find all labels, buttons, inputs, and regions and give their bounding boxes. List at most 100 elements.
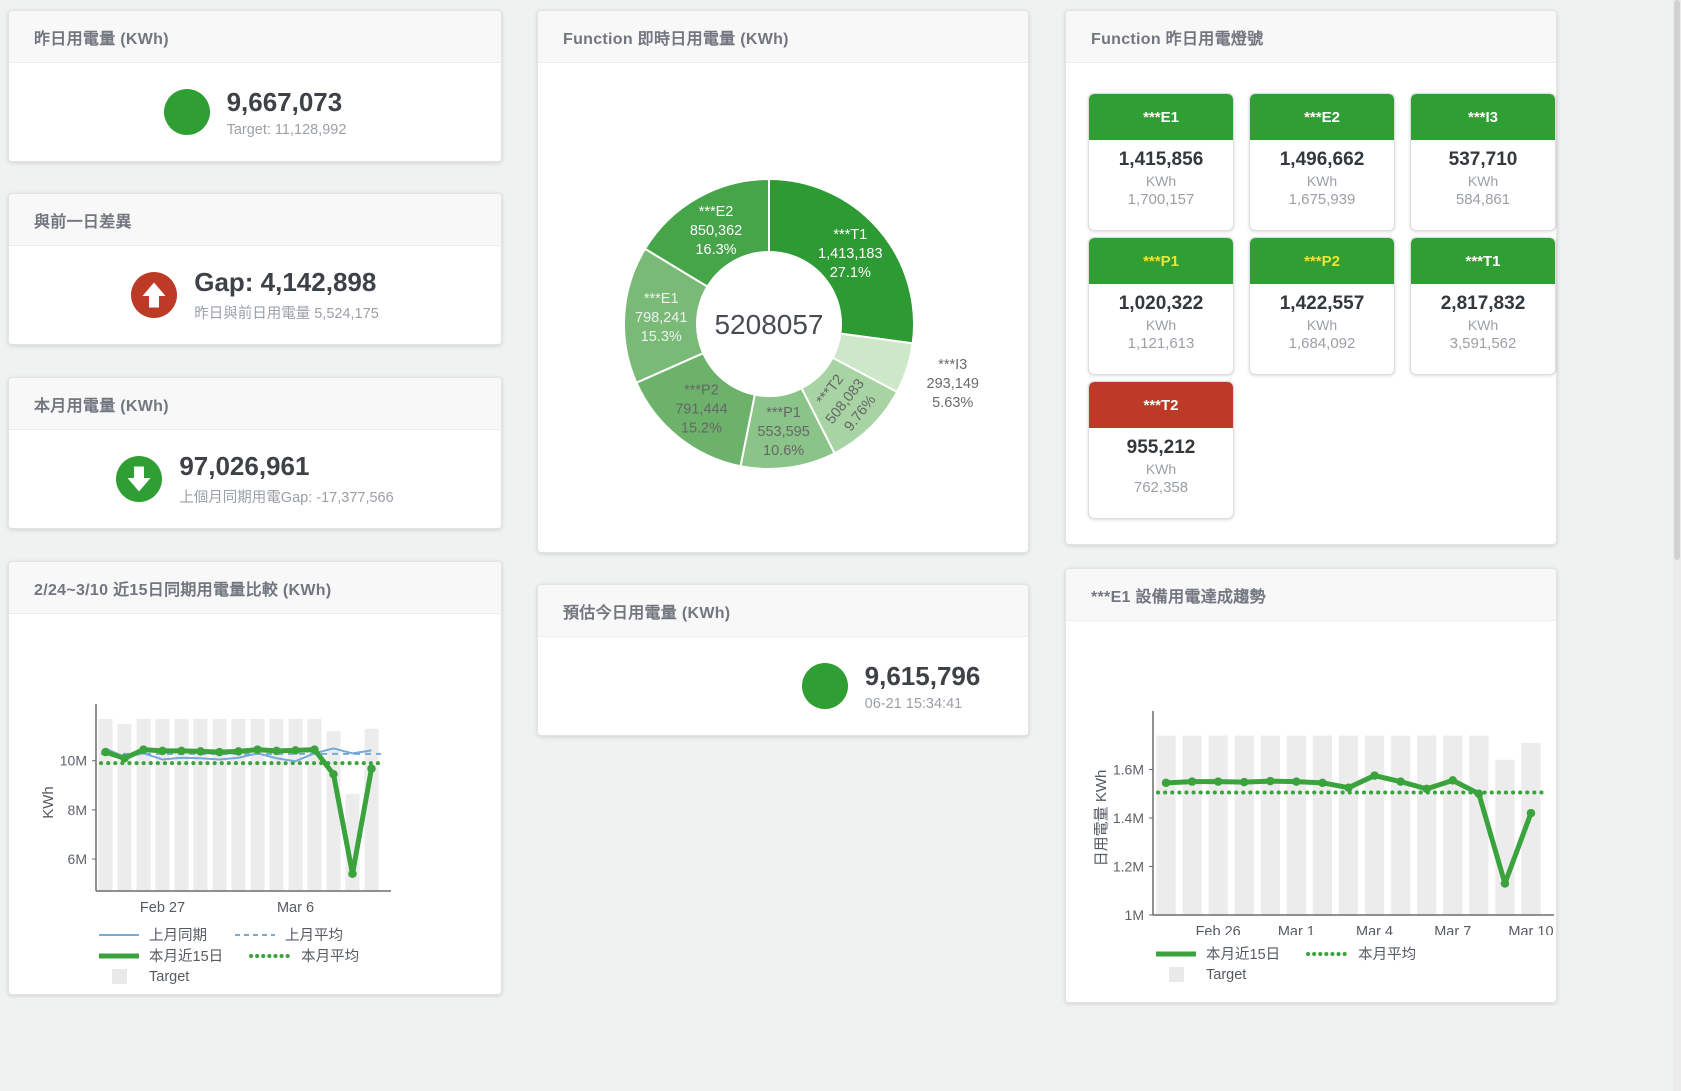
device-kwh-unit: KWh — [1467, 173, 1499, 189]
month-usage-text: 97,026,961 上個月同期用電Gap: -17,377,566 — [179, 451, 393, 507]
legend-item-Target[interactable]: Target — [1154, 967, 1246, 983]
yesterday-usage-body: 9,667,073 Target: 11,128,992 — [9, 63, 501, 161]
panel-month-usage: 本月用電量 (KWh) 97,026,961 上個月同期用電Gap: -17,3… — [8, 377, 502, 529]
target-bar — [231, 718, 246, 891]
series-point — [158, 746, 167, 756]
x-tick-label: Mar 1 — [1278, 924, 1315, 935]
prev-day-gap-sub: 昨日與前日用電量 5,524,175 — [194, 306, 379, 322]
legend-label: 本月平均 — [301, 949, 360, 965]
panel-title-today-estimate: 預估今日用電量 (KWh) — [538, 585, 1028, 637]
donut-slice-label: ***I3 293,149 5.63% — [927, 357, 979, 411]
device-target-value: 3,591,562 — [1449, 335, 1517, 352]
target-bar — [1182, 735, 1202, 915]
legend-item-本月近15日[interactable]: 本月近15日 — [1154, 943, 1280, 964]
device-kwh-value: 1,422,557 — [1279, 293, 1365, 314]
legend-row: Target — [97, 966, 501, 987]
legend-swatch-icon — [1154, 949, 1198, 959]
series-point — [1526, 808, 1536, 818]
donut-center-total: 5208057 — [714, 309, 823, 340]
series-point — [1187, 777, 1197, 786]
series-point — [196, 747, 205, 756]
panel-realtime-usage-donut: Function 即時日用電量 (KWh) ***T1 1,413,183 27.1… — [537, 10, 1029, 553]
device-tile-header: ***I3 — [1411, 94, 1555, 140]
donut-slice-label: ***T1 1,413,183 27.1% — [818, 227, 883, 281]
device-tile-header: ***T1 — [1411, 238, 1555, 284]
legend-label: 本月近15日 — [1206, 947, 1281, 963]
legend-item-本月近15日[interactable]: 本月近15日 — [97, 945, 223, 966]
y-axis-label: 日用電量 KWh — [1093, 770, 1110, 867]
prev-day-gap-body: Gap: 4,142,898 昨日與前日用電量 5,524,175 — [9, 246, 501, 344]
y-tick-label: 10M — [60, 753, 87, 769]
month-usage-body: 97,026,961 上個月同期用電Gap: -17,377,566 — [9, 430, 501, 528]
x-tick-label: Mar 4 — [1356, 924, 1393, 935]
target-bar — [117, 723, 132, 891]
legend-label: 本月近15日 — [149, 949, 224, 965]
device-kwh-value: 537,710 — [1448, 149, 1518, 170]
legend-item-上月同期[interactable]: 上月同期 — [97, 924, 207, 945]
series-point — [253, 745, 262, 754]
device-tile-P2[interactable]: ***P2 1,422,557 KWh 1,684,092 — [1249, 237, 1395, 375]
donut-slice-E2[interactable] — [643, 177, 770, 289]
legend-item-Target[interactable]: Target — [97, 969, 189, 985]
series-point — [1213, 777, 1223, 786]
panel-today-estimate: 預估今日用電量 (KWh) 9,615,796 06-21 15:34:41 — [537, 584, 1029, 736]
target-bar — [1364, 735, 1385, 915]
device-tile-E1[interactable]: ***E1 1,415,856 KWh 1,700,157 — [1088, 93, 1234, 231]
device-tile-I3[interactable]: ***I3 537,710 KWh 584,861 — [1410, 93, 1556, 231]
target-bar — [1260, 735, 1280, 915]
device-tile-header: ***T2 — [1089, 382, 1233, 428]
y-tick-label: 8M — [68, 802, 87, 818]
legend-swatch-icon — [97, 969, 141, 984]
prev-day-gap-value: Gap: 4,142,898 — [194, 267, 377, 297]
legend-label: Target — [1206, 966, 1247, 983]
series-上月同期 — [105, 747, 372, 763]
device-target-value: 762,358 — [1133, 479, 1189, 496]
target-bar — [1495, 759, 1515, 915]
target-bar — [1469, 735, 1489, 915]
series-point — [272, 746, 281, 756]
target-bar — [212, 718, 227, 891]
panel-title-e1-trend: ***E1 設備用電達成趨勢 — [1066, 569, 1556, 621]
e1-trend-chart-area: 1M 1.2M 1.4M 1.6M Feb 26 Mar 1 Mar 4 Mar 7 Mar 1… — [1066, 621, 1556, 985]
legend-swatch-icon — [97, 951, 141, 961]
target-bar — [250, 718, 265, 891]
legend-item-上月平均[interactable]: 上月平均 — [233, 924, 343, 945]
panel-title-yesterday-usage: 昨日用電量 (KWh) — [9, 11, 501, 63]
series-point — [1161, 778, 1171, 788]
panel-yesterday-status-lights: Function 昨日用電燈號 ***E1 1,415,856 KWh 1,700,1… — [1065, 10, 1557, 545]
donut-slice-T1[interactable] — [768, 177, 915, 345]
device-tile-T1[interactable]: ***T1 2,817,832 KWh 3,591,562 — [1410, 237, 1556, 375]
series-point — [1474, 789, 1484, 798]
target-bar — [1443, 735, 1463, 915]
x-tick-label: Mar 6 — [277, 900, 314, 916]
device-target-value: 584,861 — [1455, 191, 1511, 208]
legend-label: 上月同期 — [149, 928, 207, 944]
device-kwh-unit: KWh — [1145, 173, 1177, 189]
panel-prev-day-gap: 與前一日差異 Gap: 4,142,898 昨日與前日用電量 5,524,175 — [8, 193, 502, 345]
legend-item-本月平均[interactable]: 本月平均 — [249, 945, 359, 966]
series-point — [1318, 778, 1327, 788]
y-axis-label: KWh — [40, 786, 57, 819]
target-bar — [269, 718, 284, 891]
legend-label: 本月平均 — [1358, 947, 1417, 963]
scrollbar-thumb[interactable] — [1674, 0, 1680, 560]
device-target-value: 1,675,939 — [1288, 191, 1356, 208]
series-point — [367, 764, 376, 773]
series-point — [215, 747, 224, 757]
page-scrollbar[interactable] — [1673, 0, 1681, 1091]
legend-item-本月平均[interactable]: 本月平均 — [1306, 943, 1416, 964]
device-tile-T2[interactable]: ***T2 955,212 KWh 762,358 — [1088, 381, 1234, 519]
y-tick-label: 1.4M — [1113, 810, 1144, 826]
arrow-up-indicator-icon — [131, 272, 178, 318]
target-bar — [307, 718, 322, 891]
device-target-value: 1,121,613 — [1127, 335, 1195, 352]
donut-slice-label: ***E2 850,362 16.3% — [690, 204, 742, 258]
device-kwh-value: 1,496,662 — [1279, 149, 1365, 170]
comparison-chart: 6M 8M 10M Feb 27 Mar 6 KWh — [40, 704, 391, 916]
legend-swatch-icon — [249, 951, 294, 961]
device-tile-E2[interactable]: ***E2 1,496,662 KWh 1,675,939 — [1249, 93, 1395, 231]
device-tile-P1[interactable]: ***P1 1,020,322 KWh 1,121,613 — [1088, 237, 1234, 375]
series-point — [101, 747, 110, 757]
legend-row: 本月近15日 本月平均 — [97, 945, 501, 966]
panel-title-status-lights: Function 昨日用電燈號 — [1066, 11, 1556, 63]
